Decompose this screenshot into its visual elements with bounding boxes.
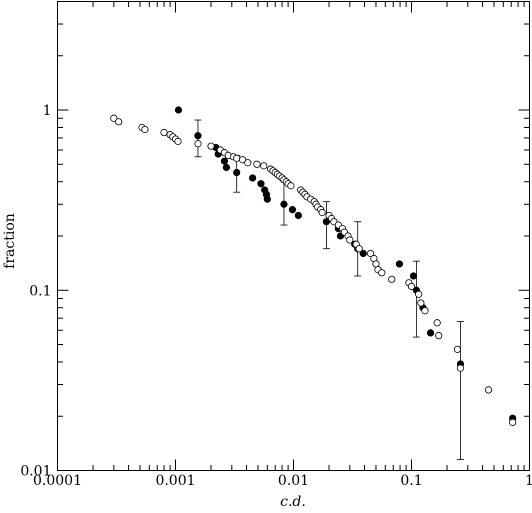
y-tick-label: 1	[43, 103, 52, 119]
open-data-point	[388, 275, 396, 283]
open-data-point	[346, 236, 354, 244]
filled-data-point	[288, 206, 297, 214]
open-data-point	[407, 282, 416, 291]
open-data-point	[415, 290, 423, 298]
open-data-point	[160, 128, 168, 137]
open-data-point	[366, 249, 375, 258]
open-data-point	[435, 332, 443, 340]
open-data-point	[253, 160, 261, 168]
filled-data-point	[294, 211, 302, 220]
open-data-point	[355, 245, 363, 253]
tick-labels: 0.0001 0.001 0.01 0.1 1 0.01 0.1 1	[20, 103, 532, 489]
open-data-point	[260, 162, 268, 170]
open-data-point	[433, 319, 441, 327]
open-data-point	[174, 137, 182, 145]
filled-data-point	[248, 174, 257, 182]
filled-data-point	[233, 168, 241, 177]
filled-data-point	[395, 260, 404, 268]
filled-data-point	[409, 272, 418, 280]
filled-data-point	[322, 218, 330, 226]
filled-data-point	[222, 163, 231, 172]
x-tick-label: 0.01	[278, 473, 309, 489]
filled-data-point	[194, 132, 202, 140]
x-tick-label: 0.001	[155, 473, 195, 489]
open-data-point	[453, 345, 462, 353]
x-tick-label: 0.0001	[33, 473, 82, 489]
filled-data-point	[263, 195, 271, 203]
open-data-point	[421, 307, 429, 315]
open-data-point	[378, 269, 386, 277]
filled-data-point	[174, 106, 183, 114]
open-data-point	[509, 418, 517, 426]
open-data-point	[238, 156, 247, 164]
y-tick-label: 0.01	[20, 464, 51, 480]
open-data-point	[233, 154, 241, 162]
filled-data-point	[220, 157, 229, 165]
x-tick-label: 0.1	[400, 473, 422, 489]
open-data-point	[456, 364, 465, 372]
open-data-point	[194, 140, 202, 148]
open-data-point	[318, 208, 326, 217]
y-tick-label: 0.1	[29, 283, 51, 299]
open-data-point	[484, 386, 493, 394]
open-data-point	[110, 114, 118, 122]
open-data-point	[141, 125, 149, 134]
open-data-point	[244, 159, 252, 167]
filled-data-point	[257, 180, 265, 188]
x-axis-label: c.d.	[280, 494, 306, 510]
data-points	[110, 106, 517, 426]
filled-data-point	[426, 329, 435, 337]
open-data-point	[207, 142, 215, 150]
plot-frame	[57, 1, 530, 471]
open-data-point	[417, 299, 425, 307]
x-tick-label: 1	[525, 473, 532, 489]
open-data-point	[115, 118, 123, 126]
filled-data-point	[359, 249, 367, 258]
open-data-point	[287, 182, 295, 190]
axis-ticks	[57, 1, 530, 471]
y-axis-label: fraction	[2, 213, 18, 269]
filled-data-point	[280, 200, 288, 208]
